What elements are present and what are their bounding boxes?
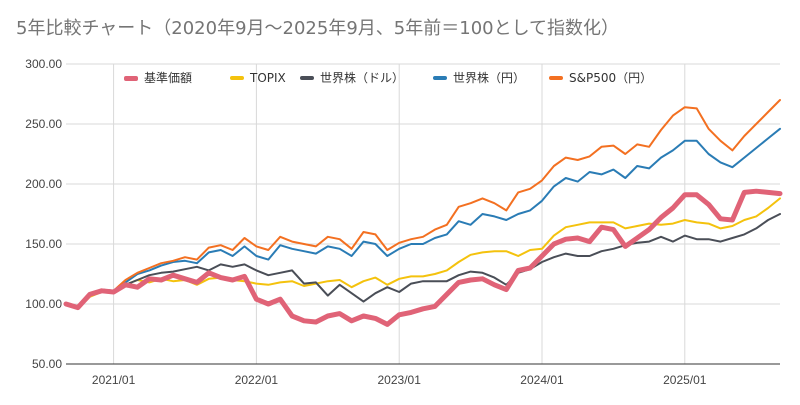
- legend-label: 基準価額: [144, 70, 192, 85]
- series-line: [63, 188, 783, 327]
- chart-title: 5年比較チャート（2020年9月～2025年9月、5年前＝100として指数化）: [16, 18, 620, 39]
- legend-swatch: [230, 76, 244, 80]
- legend-label: S&P500（円）: [569, 71, 652, 85]
- legend-label: 世界株（円）: [453, 70, 525, 85]
- y-tick-label: 250.00: [25, 117, 62, 131]
- legend-label: TOPIX: [249, 71, 286, 85]
- legend-swatch: [124, 76, 138, 81]
- x-tick-label: 2024/01: [520, 373, 564, 387]
- y-tick-label: 100.00: [25, 297, 62, 311]
- series-line: [65, 99, 781, 309]
- y-tick-label: 50.00: [32, 357, 62, 371]
- legend-swatch: [300, 76, 314, 80]
- x-tick-label: 2023/01: [378, 373, 422, 387]
- y-tick-label: 300.00: [25, 57, 62, 71]
- series-line: [65, 213, 781, 309]
- x-tick-label: 2025/01: [663, 373, 707, 387]
- x-tick-label: 2022/01: [235, 373, 279, 387]
- legend-label: 世界株（ドル）: [320, 70, 404, 85]
- x-tick-label: 2021/01: [92, 373, 136, 387]
- series-line: [65, 127, 781, 309]
- y-tick-label: 150.00: [25, 237, 62, 251]
- legend-swatch: [549, 76, 563, 80]
- legend-swatch: [433, 76, 447, 80]
- y-tick-label: 200.00: [25, 177, 62, 191]
- series-line: [65, 197, 781, 310]
